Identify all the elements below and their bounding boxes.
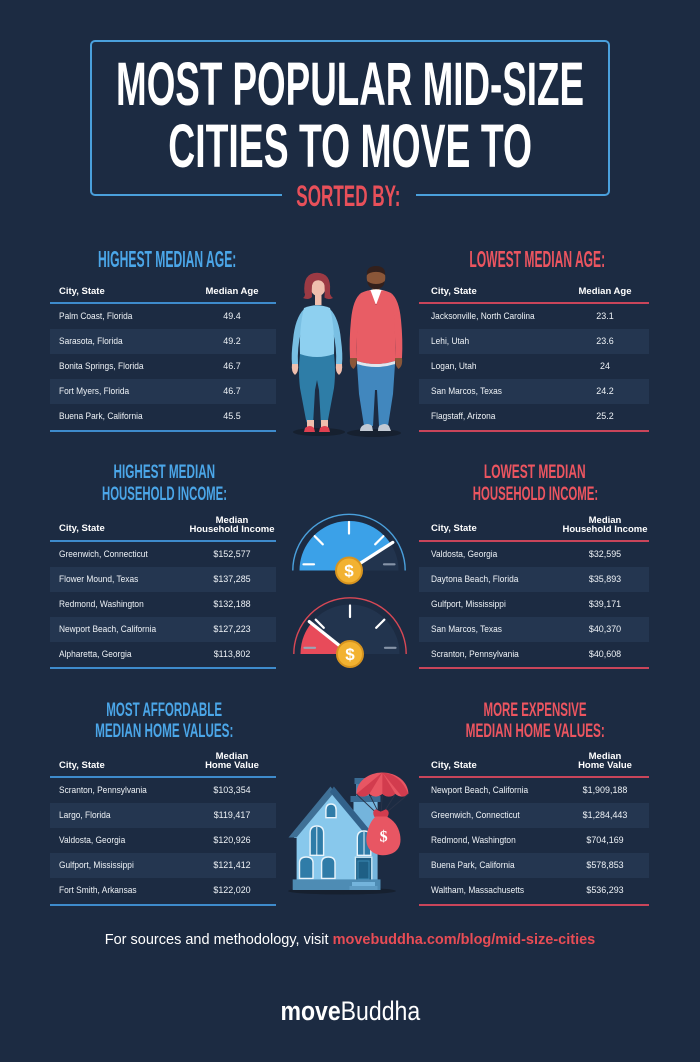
svg-text:$: $ bbox=[344, 562, 354, 581]
svg-text:$: $ bbox=[345, 645, 355, 664]
svg-text:$: $ bbox=[380, 829, 388, 846]
